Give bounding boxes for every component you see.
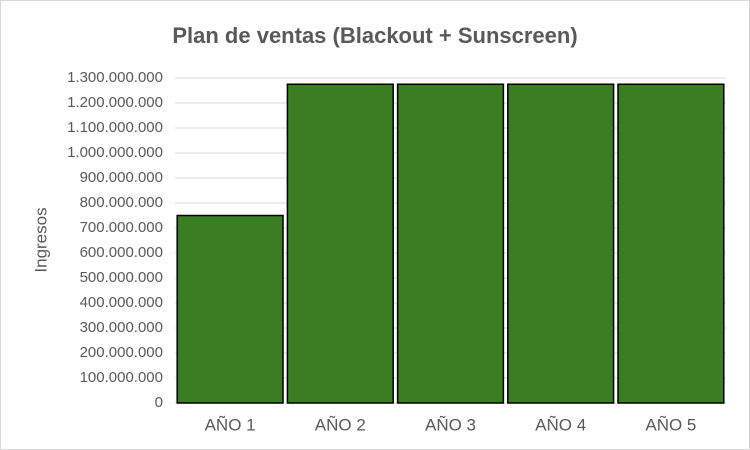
x-tick-label: AÑO 5: [645, 415, 696, 434]
y-tick-label: 1.200.000.000: [67, 94, 163, 111]
y-tick-label: 900.000.000: [80, 169, 163, 186]
y-tick-label: 600.000.000: [80, 244, 163, 261]
y-tick-label: 300.000.000: [80, 319, 163, 336]
y-tick-label: 1.300.000.000: [67, 69, 163, 86]
y-tick-label: 100.000.000: [80, 369, 163, 386]
x-tick-label: AÑO 1: [205, 415, 256, 434]
y-tick-label: 0: [155, 394, 163, 411]
bar: [396, 83, 505, 404]
y-tick-label: 800.000.000: [80, 194, 163, 211]
y-tick-label: 200.000.000: [80, 344, 163, 361]
bar: [617, 83, 725, 404]
y-tick-label: 400.000.000: [80, 294, 163, 311]
x-tick-label: AÑO 2: [315, 415, 366, 434]
y-axis-label: Ingresos: [31, 207, 50, 272]
chart-title: Plan de ventas (Blackout + Sunscreen): [172, 23, 577, 48]
bar: [176, 214, 284, 404]
y-tick-label: 700.000.000: [80, 219, 163, 236]
x-tick-label: AÑO 3: [425, 415, 476, 434]
x-tick-label: AÑO 4: [535, 415, 586, 434]
y-tick-label: 1.000.000.000: [67, 144, 163, 161]
bar: [286, 83, 394, 404]
y-tick-label: 500.000.000: [80, 269, 163, 286]
bar: [507, 83, 615, 404]
y-tick-label: 1.100.000.000: [67, 119, 163, 136]
